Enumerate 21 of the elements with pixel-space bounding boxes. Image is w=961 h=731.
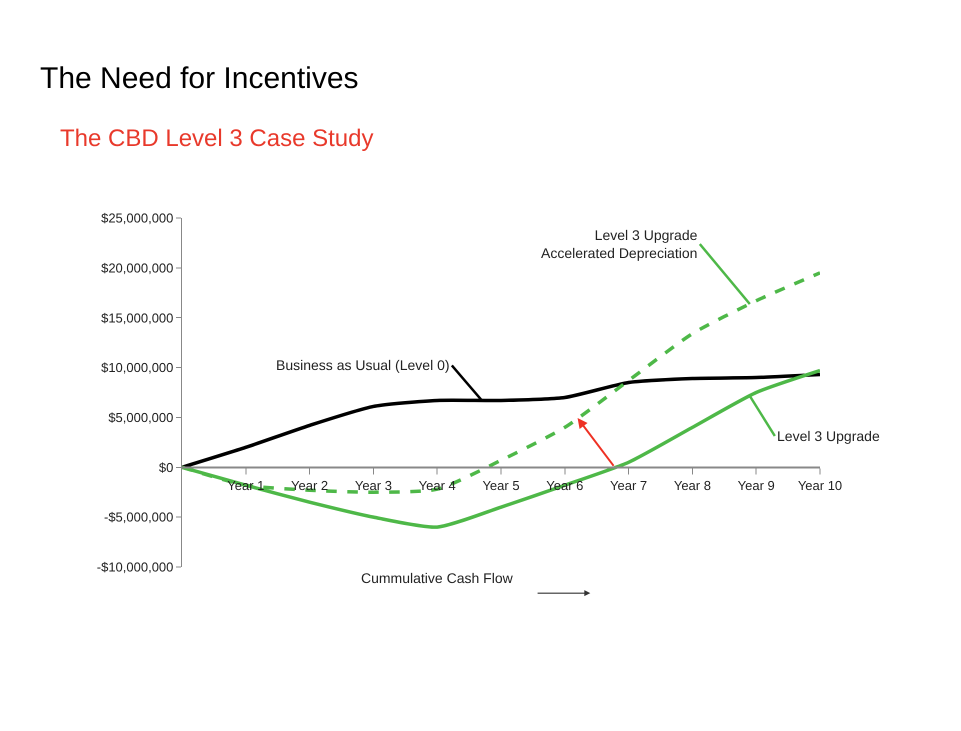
y-tick-label: -$10,000,000: [96, 560, 174, 575]
x-tick-label: Year 5: [482, 478, 520, 493]
y-tick-label: $0: [158, 460, 174, 475]
x-tick-label: Year 10: [798, 478, 842, 493]
chart-subtitle: The CBD Level 3 Case Study: [60, 125, 374, 153]
x-tick-label: Year 8: [674, 478, 711, 493]
series-label: Business as Usual (Level 0): [276, 357, 450, 373]
x-axis-title: Cummulative Cash Flow: [361, 570, 514, 586]
x-tick-label: Year 2: [291, 478, 328, 493]
y-tick-label: $20,000,000: [101, 260, 174, 276]
text: Level 3 Upgrade Accelerated Depreciation: [541, 227, 698, 262]
x-tick-label: Year 3: [354, 478, 392, 493]
chart-title: The Need for Incentives: [40, 62, 359, 96]
y-tick-label: $5,000,000: [108, 410, 174, 425]
y-tick-label: $10,000,000: [101, 360, 174, 376]
x-tick-label: Year 7: [610, 478, 648, 493]
y-tick-label: $25,000,000: [101, 210, 174, 226]
y-tick-label: $15,000,000: [101, 310, 174, 326]
x-tick-label: Year 9: [738, 478, 775, 493]
text: Level 3 Upgrade: [777, 428, 880, 444]
y-tick-label: -$5,000,000: [104, 510, 174, 525]
